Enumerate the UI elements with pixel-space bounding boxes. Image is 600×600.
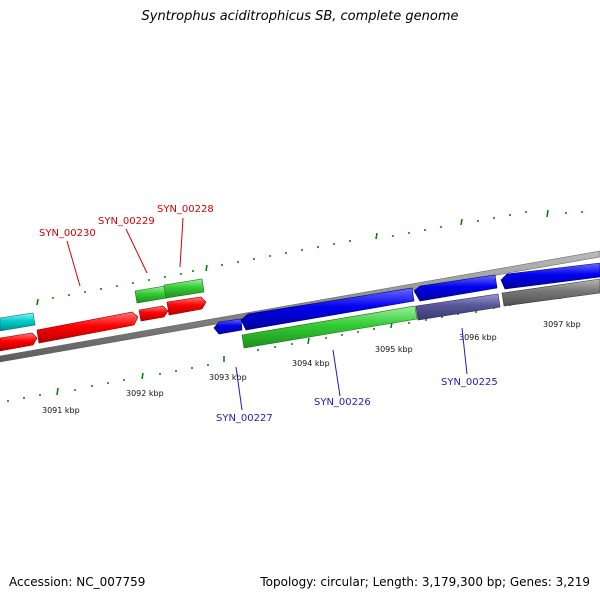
leader-syn-00229 [125, 228, 148, 274]
upper-tick [375, 232, 378, 240]
accession-label: Accession: NC_007759 [9, 575, 146, 589]
gene-syn-00225 [413, 274, 498, 302]
gene-syn-00227 [213, 318, 243, 335]
kbp-label-3091: 3091 kbp [42, 406, 80, 415]
gene-syn-00226-blue [240, 287, 415, 331]
upper-tick [205, 264, 208, 272]
upper-tick [546, 209, 549, 218]
kbp-label-3094: 3094 kbp [292, 359, 330, 368]
kbp-label-3097: 3097 kbp [543, 320, 581, 329]
gene-label-syn-00225: SYN_00225 [441, 377, 498, 388]
forward-strand-genes [0, 278, 207, 352]
leader-syn-00227 [235, 366, 243, 411]
gene-labels: SYN_00230 SYN_00229 SYN_00228 SYN_00227 … [39, 204, 498, 424]
kbp-label-3092: 3092 kbp [126, 389, 164, 398]
gene-cyan [0, 312, 36, 332]
leader-syn-00228 [179, 217, 184, 268]
kbp-label-3095: 3095 kbp [375, 345, 413, 354]
upper-tick [460, 218, 463, 226]
gene-label-syn-00227: SYN_00227 [216, 413, 273, 424]
gene-label-syn-00226: SYN_00226 [314, 397, 371, 408]
leader-syn-00225 [461, 327, 468, 375]
lower-tick [141, 372, 144, 380]
gene-label-syn-00230: SYN_00230 [39, 228, 96, 239]
upper-tick-ring [36, 209, 583, 306]
lower-tick [56, 387, 59, 396]
leader-syn-00230 [66, 240, 81, 287]
gene-slate [415, 293, 501, 321]
gene-green-1 [134, 285, 168, 304]
gene-syn-00228 [166, 296, 207, 316]
reverse-strand-genes [213, 262, 600, 349]
lower-tick [307, 337, 310, 345]
gene-label-syn-00229: SYN_00229 [98, 216, 155, 227]
leader-syn-00226 [332, 349, 341, 397]
gene-gray [501, 278, 600, 307]
gene-red [0, 332, 38, 352]
upper-tick [36, 298, 39, 306]
gene-syn-00229 [138, 305, 169, 322]
kbp-label-3096: 3096 kbp [459, 333, 497, 342]
gene-blue-right [500, 262, 600, 290]
kbp-labels: 3091 kbp 3092 kbp 3093 kbp 3094 kbp 3095… [42, 320, 581, 415]
map-title: Syntrophus aciditrophicus SB, complete g… [141, 9, 459, 24]
kbp-label-3093: 3093 kbp [209, 373, 247, 382]
gene-label-syn-00228: SYN_00228 [157, 204, 214, 215]
gene-syn-00230 [36, 311, 139, 344]
label-leaders [66, 217, 468, 411]
genome-summary: Topology: circular; Length: 3,179,300 bp… [260, 575, 590, 589]
gene-green-2 [163, 278, 205, 299]
gene-syn-00226 [241, 305, 418, 349]
